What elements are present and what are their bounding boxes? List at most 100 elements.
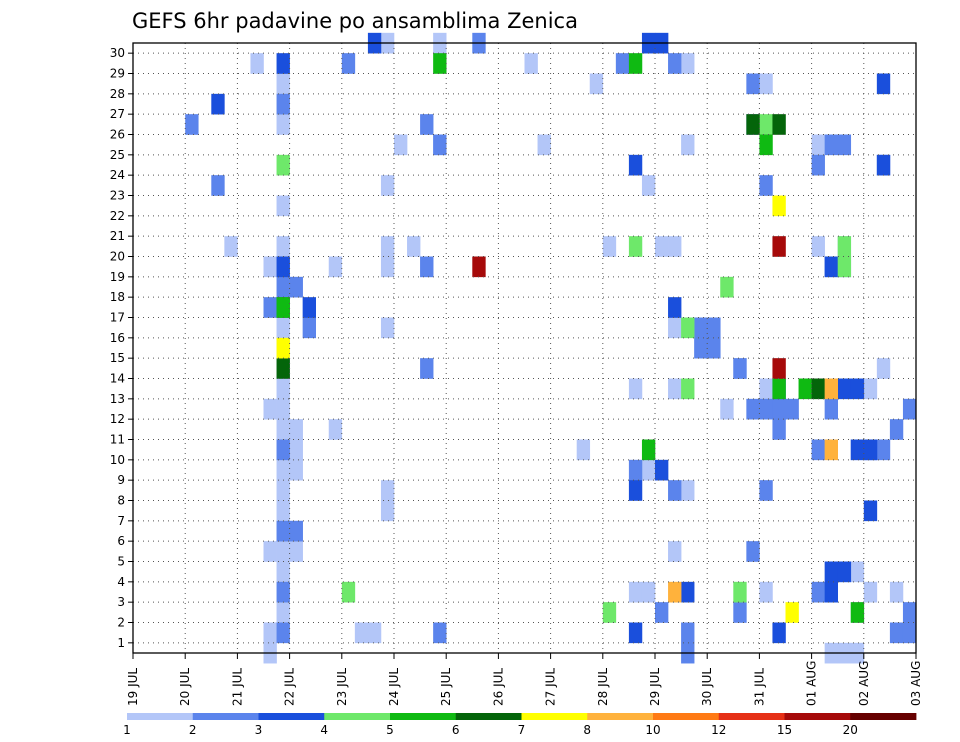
heat-cell bbox=[420, 114, 434, 135]
heat-cell bbox=[276, 73, 290, 95]
colorbar-label: 6 bbox=[452, 723, 460, 737]
heat-cell bbox=[524, 53, 538, 74]
heat-cell bbox=[276, 114, 290, 135]
heat-cell bbox=[668, 317, 682, 339]
y-tick-label: 29 bbox=[110, 67, 125, 81]
heat-cell bbox=[759, 134, 773, 156]
heat-cell bbox=[289, 419, 303, 440]
heat-cell bbox=[420, 256, 434, 278]
heat-cell bbox=[850, 561, 865, 583]
heat-cell bbox=[681, 378, 695, 400]
x-tick-label: 24 JUL bbox=[387, 668, 401, 706]
heat-cell bbox=[628, 480, 643, 501]
heat-cell bbox=[681, 317, 695, 339]
colorbar-label: 7 bbox=[518, 723, 526, 737]
heat-cell bbox=[433, 53, 447, 74]
heat-cell bbox=[655, 236, 669, 257]
colorbar-segment bbox=[718, 713, 785, 720]
y-tick-label: 17 bbox=[110, 311, 125, 325]
heat-cell bbox=[746, 541, 760, 562]
colorbar-segment bbox=[324, 713, 391, 720]
heat-cell bbox=[472, 256, 486, 278]
heat-cell bbox=[759, 175, 773, 196]
heat-cell bbox=[668, 581, 682, 603]
heat-cell bbox=[302, 317, 316, 339]
heat-cell bbox=[811, 439, 825, 461]
heat-cell bbox=[641, 439, 656, 461]
y-tick-label: 21 bbox=[110, 229, 125, 243]
colorbar-label: 1 bbox=[123, 723, 131, 737]
heat-cell bbox=[250, 53, 264, 74]
colorbar-label: 3 bbox=[255, 723, 263, 737]
heat-cell bbox=[276, 93, 290, 115]
colorbar-label: 4 bbox=[320, 723, 328, 737]
heat-cell bbox=[276, 500, 290, 522]
heat-cell bbox=[681, 622, 695, 644]
heat-cell bbox=[746, 73, 760, 95]
chart-title: GEFS 6hr padavine po ansamblima Zenica bbox=[132, 9, 578, 33]
heat-cell bbox=[328, 419, 343, 440]
heat-cell bbox=[811, 581, 825, 603]
heat-cell bbox=[341, 581, 356, 603]
colorbar-segment bbox=[850, 713, 917, 720]
heat-cell bbox=[641, 581, 656, 603]
heat-cell bbox=[837, 561, 852, 583]
y-tick-label: 7 bbox=[117, 514, 125, 528]
heat-cell bbox=[707, 337, 721, 359]
heat-cell bbox=[824, 378, 838, 400]
heat-cell bbox=[759, 581, 773, 603]
colorbar-segment bbox=[390, 713, 457, 720]
colorbar-segment bbox=[192, 713, 259, 720]
heat-cell bbox=[276, 419, 290, 440]
heat-cell bbox=[420, 358, 434, 379]
heat-cell bbox=[837, 236, 852, 257]
heat-cell bbox=[602, 602, 617, 623]
heat-cell bbox=[759, 378, 773, 400]
heat-cell bbox=[211, 93, 225, 115]
heat-cell bbox=[628, 154, 643, 176]
y-tick-label: 14 bbox=[110, 372, 125, 386]
x-tick-label: 23 JUL bbox=[335, 668, 349, 706]
x-tick-label: 30 JUL bbox=[700, 668, 714, 706]
heat-cell bbox=[380, 317, 395, 339]
heat-cell bbox=[263, 622, 277, 644]
heat-cell bbox=[641, 459, 656, 481]
y-axis: 1234567891011121314151617181920212223242… bbox=[110, 46, 133, 650]
heat-cell bbox=[537, 134, 551, 156]
heat-cell bbox=[785, 398, 799, 420]
heat-cell bbox=[811, 134, 825, 156]
heat-cell bbox=[759, 398, 773, 420]
x-tick-label: 22 JUL bbox=[283, 668, 297, 706]
heat-cell bbox=[185, 114, 199, 135]
colorbar-label: 15 bbox=[777, 723, 792, 737]
heat-cell bbox=[276, 297, 290, 318]
heat-cell bbox=[772, 358, 786, 379]
y-tick-label: 13 bbox=[110, 392, 125, 406]
y-tick-label: 12 bbox=[110, 412, 125, 426]
heat-cell bbox=[276, 561, 290, 583]
x-tick-label: 01 AUG bbox=[805, 661, 819, 706]
heat-cell bbox=[655, 459, 669, 481]
heat-cell bbox=[628, 622, 643, 644]
colorbar-segment bbox=[127, 713, 194, 720]
heat-cell bbox=[628, 581, 643, 603]
heat-cell bbox=[263, 398, 277, 420]
heat-cell bbox=[876, 154, 891, 176]
heat-cell bbox=[772, 622, 786, 644]
colorbar-label: 10 bbox=[645, 723, 660, 737]
y-tick-label: 19 bbox=[110, 270, 125, 284]
heat-cell bbox=[211, 175, 225, 196]
heat-cell bbox=[733, 602, 747, 623]
heat-cell bbox=[341, 53, 356, 74]
plot-area bbox=[132, 32, 917, 664]
heat-cell bbox=[380, 500, 395, 522]
heat-cell bbox=[276, 256, 290, 278]
heat-cell bbox=[759, 480, 773, 501]
heat-cell bbox=[681, 581, 695, 603]
heat-cell bbox=[655, 602, 669, 623]
y-tick-label: 15 bbox=[110, 351, 125, 365]
heat-cell bbox=[681, 480, 695, 501]
heat-cell bbox=[628, 459, 643, 481]
heat-cell bbox=[668, 480, 682, 501]
